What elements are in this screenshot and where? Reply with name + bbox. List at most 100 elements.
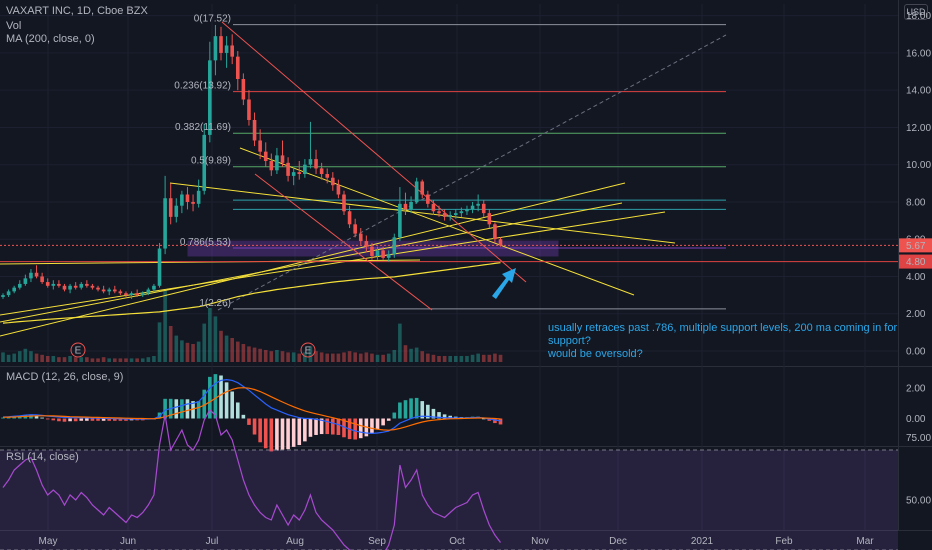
price-marker-badge [899, 238, 932, 253]
volume-bar [101, 357, 106, 362]
y-tick-label: 8.00 [906, 197, 926, 208]
macd-histogram-bar [336, 418, 341, 435]
volume-bar [1, 352, 5, 362]
macd-line [2, 378, 501, 435]
candle-body [29, 272, 33, 279]
x-tick-label: Feb [775, 536, 793, 547]
candle-body [247, 99, 251, 120]
x-tick-label: Jun [120, 536, 136, 547]
earnings-marker-label: E [305, 346, 312, 357]
candle-body [57, 283, 61, 286]
candle-body [34, 272, 39, 277]
macd-histogram-bar [375, 418, 380, 430]
macd-histogram-bar [286, 418, 290, 450]
candle-body [208, 60, 212, 135]
y-tick-label: 4.00 [906, 272, 926, 283]
earnings-marker [70, 342, 86, 358]
macd-histogram-bar [386, 418, 391, 421]
fib-level-label: 0(17.52) [194, 14, 231, 25]
macd-histogram-bar [34, 415, 39, 419]
candle-body [358, 233, 363, 242]
x-tick-label: Aug [286, 536, 304, 547]
volume-bar [224, 335, 229, 362]
candle-body [258, 140, 262, 152]
volume-bar [23, 348, 28, 362]
macd-histogram-bar [57, 418, 61, 422]
volume-legend: Vol [6, 20, 22, 32]
annotation-line-1: usually retraces past .786, multiple sup… [548, 322, 898, 347]
volume-bar [263, 350, 268, 362]
volume-bar [297, 353, 302, 362]
y-tick-label: 14.00 [906, 86, 931, 97]
volume-bar [258, 348, 262, 362]
y-tick-label: 12.00 [906, 123, 931, 134]
candle-body [107, 289, 112, 292]
macd-tick-label: 2.00 [906, 384, 926, 395]
y-tick-label: 0.00 [906, 347, 926, 358]
price-axis[interactable]: 18.0016.0014.0012.0010.008.006.004.002.0… [899, 11, 932, 550]
candle-body [140, 293, 145, 296]
volume-bars [1, 290, 503, 362]
candle-body [185, 194, 190, 202]
volume-bar [180, 340, 184, 362]
volume-bar [140, 358, 145, 362]
volume-bar [476, 353, 480, 362]
volume-bar [353, 352, 357, 362]
macd-pane [1, 374, 503, 452]
volume-bar [308, 346, 313, 362]
volume-bar [174, 335, 179, 362]
macd-histogram-bar [163, 398, 167, 419]
macd-histogram-bar [498, 418, 503, 425]
candle-body [331, 177, 335, 186]
macd-histogram-bar [409, 398, 413, 419]
volume-bar [129, 358, 134, 362]
volume-bar [213, 316, 218, 362]
macd-histogram-bar [96, 418, 100, 421]
candle-body [45, 282, 50, 286]
rsi-legend: RSI (14, close) [6, 451, 79, 463]
macd-histogram-bar [481, 418, 486, 420]
volume-bar [280, 351, 285, 362]
macd-histogram-bar [403, 400, 408, 419]
time-axis[interactable]: May Jun Jul Aug Sep Oct Nov Dec 2021 Feb Mar [39, 536, 875, 547]
volume-bar [493, 353, 497, 362]
candle-body [62, 285, 67, 290]
volume-bar [275, 350, 279, 362]
macd-histogram-bar [241, 414, 246, 419]
volume-bar [414, 347, 419, 362]
currency-button[interactable]: USD [904, 4, 928, 20]
macd-tick-label: 0.00 [906, 414, 926, 425]
candle-body [431, 203, 436, 212]
candle-body [459, 211, 464, 214]
candle-body [386, 254, 391, 258]
macd-histogram-bar [331, 418, 335, 435]
candle-body [453, 213, 458, 216]
volume-bar [437, 356, 441, 362]
candlestick-series [1, 24, 503, 299]
candle-body [85, 283, 89, 286]
macd-histogram-bar [219, 375, 223, 419]
macd-histogram-bar [235, 402, 240, 419]
macd-histogram-bar [437, 412, 441, 419]
x-tick-label: Mar [856, 536, 874, 547]
volume-bar [196, 341, 201, 362]
candle-body [113, 289, 117, 292]
macd-histogram-bar [314, 418, 318, 435]
macd-histogram-bar [426, 404, 430, 419]
candle-body [319, 168, 324, 175]
candle-body [314, 159, 318, 169]
macd-histogram-bar [68, 418, 72, 422]
candle-body [101, 289, 106, 292]
candle-body [409, 201, 413, 210]
candle-body [146, 289, 151, 294]
macd-histogram-bar [51, 418, 56, 421]
volume-bar [331, 353, 335, 362]
price-marker-badge [899, 254, 932, 269]
y-tick-label: 10.00 [906, 160, 931, 171]
fib-level-label: 0.236(13.92) [174, 81, 231, 92]
macd-histogram-bar [185, 399, 190, 419]
volume-bar [157, 322, 162, 362]
volume-bar [185, 342, 190, 362]
